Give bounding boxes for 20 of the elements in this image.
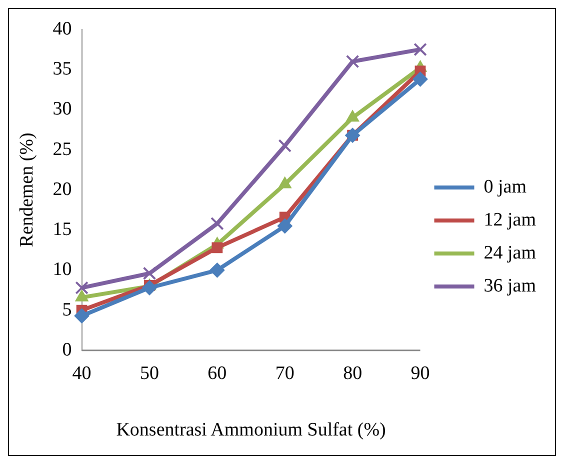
y-tick-label: 40 [52, 18, 72, 40]
y-tick-label: 25 [52, 138, 72, 160]
x-tick-label: 70 [275, 362, 294, 384]
x-axis-title: Konsentrasi Ammonium Sulfat (%) [116, 420, 386, 441]
y-tick-label: 30 [52, 98, 72, 120]
y-tick-label: 0 [62, 339, 72, 360]
y-tick-label: 5 [62, 299, 72, 320]
y-tick-label: 10 [52, 259, 72, 280]
x-tick-label: 90 [410, 362, 430, 384]
x-tick-label: 60 [208, 362, 227, 384]
y-axis-title: Rendemen (%) [16, 132, 38, 248]
x-tick-label: 50 [140, 362, 159, 384]
y-tick-label: 15 [52, 219, 72, 240]
x-tick-label: 80 [343, 362, 362, 384]
legend-label: 24 jam [484, 242, 536, 264]
legend-label: 12 jam [484, 209, 536, 230]
legend-label: 36 jam [484, 275, 536, 296]
legend-label: 0 jam [484, 176, 527, 198]
y-tick-label: 20 [52, 178, 72, 200]
y-tick-label: 35 [52, 58, 72, 80]
